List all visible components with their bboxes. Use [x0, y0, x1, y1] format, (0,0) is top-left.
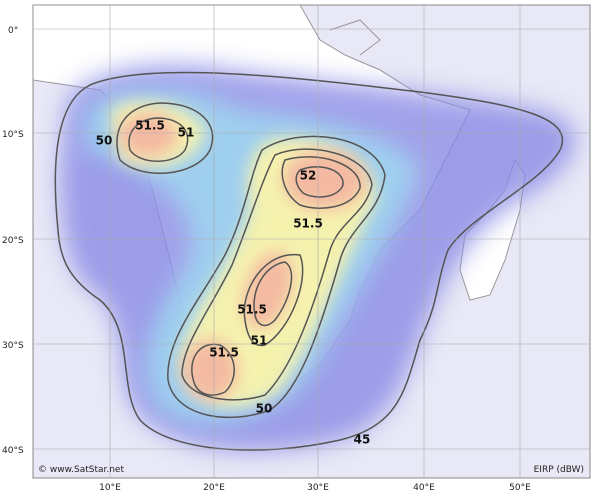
lat-label: 10°S: [2, 130, 24, 140]
lat-label: 30°S: [2, 341, 24, 351]
contour-label: 51.5: [237, 303, 267, 317]
lon-label: 50°E: [509, 483, 531, 493]
contour-label: 51.5: [293, 217, 323, 231]
graticule: [33, 5, 590, 478]
contour-label: 51.5: [209, 346, 239, 360]
contour-label: 45: [354, 433, 371, 447]
lon-label: 10°E: [99, 483, 121, 493]
contour-label: 51: [178, 126, 195, 140]
credit: © www.SatStar.net: [38, 465, 124, 475]
contour-label: 51: [251, 334, 268, 348]
contour-label: 51.5: [135, 119, 165, 133]
contour-label: 50: [256, 402, 273, 416]
lat-label: 40°S: [2, 446, 24, 456]
arabia-sea-coast: [329, 19, 381, 56]
lon-label: 40°E: [413, 483, 435, 493]
contour-label: 50: [96, 134, 113, 148]
legend-unit: EIRP (dBW): [534, 465, 584, 475]
map-layers: [33, 5, 590, 478]
lon-label: 20°E: [203, 483, 225, 493]
lat-label: 20°S: [2, 236, 24, 246]
contours: [54, 71, 563, 451]
lon-label: 30°E: [307, 483, 329, 493]
lat-label: 0°: [8, 26, 18, 36]
contour-label: 52: [300, 169, 317, 183]
